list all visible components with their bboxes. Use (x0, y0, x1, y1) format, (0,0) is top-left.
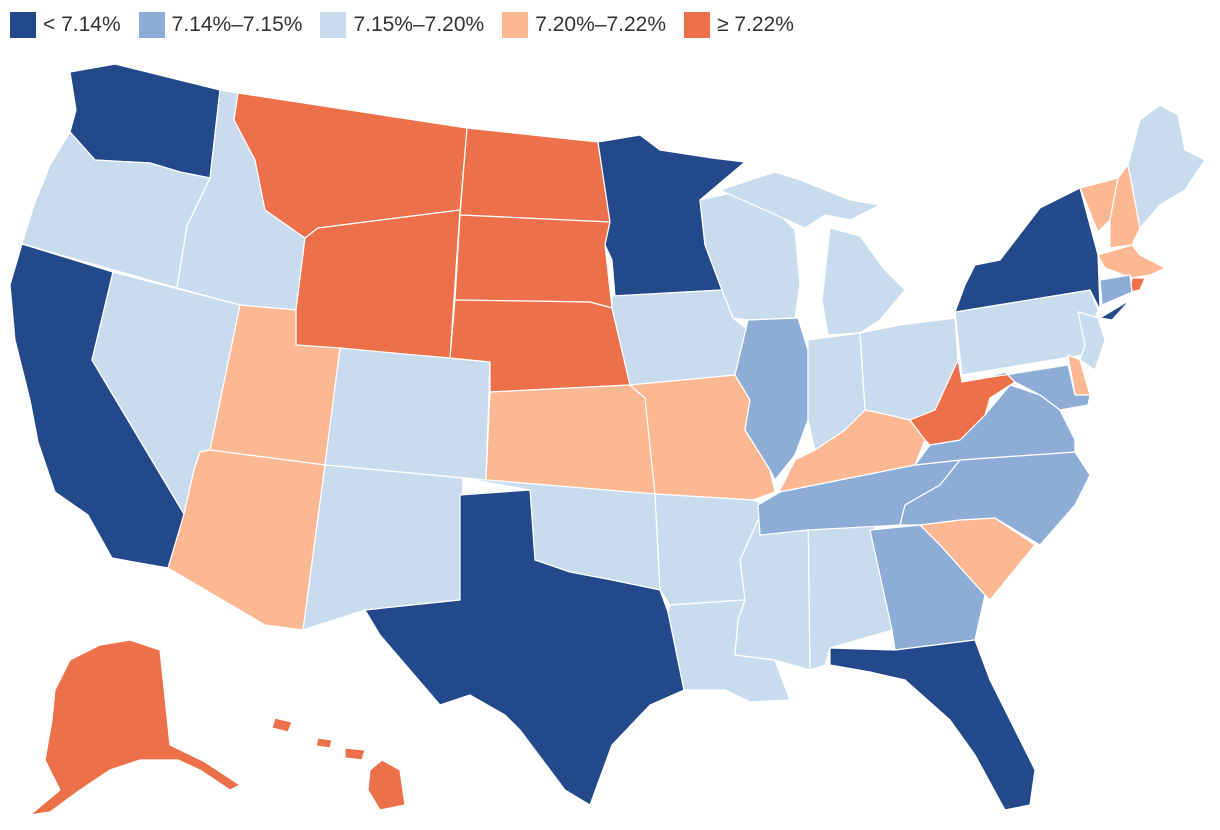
state-ma[interactable] (1097, 244, 1166, 279)
legend-item-2: 7.14%–7.15% (138, 12, 303, 38)
legend-swatch (10, 12, 36, 38)
legend-item-4: 7.20%–7.22% (502, 12, 666, 38)
legend-label: 7.14%–7.15% (171, 13, 303, 36)
state-ct[interactable] (1099, 274, 1133, 306)
state-mi[interactable] (719, 171, 906, 336)
state-il[interactable] (734, 317, 809, 481)
state-ny[interactable] (954, 187, 1131, 321)
legend-swatch (320, 12, 347, 38)
state-nd[interactable] (459, 127, 611, 223)
legend-label: 7.15%–7.20% (353, 13, 485, 36)
state-sd[interactable] (454, 214, 613, 309)
state-nj[interactable] (1077, 311, 1106, 371)
state-wy[interactable] (295, 209, 461, 359)
legend-item-1: < 7.14% (10, 12, 121, 38)
state-ak[interactable] (29, 639, 241, 816)
legend: < 7.14% 7.14%–7.15% 7.15%–7.20% 7.20%–7.… (10, 12, 812, 38)
legend-item-5: ≥ 7.22% (684, 12, 794, 38)
state-co[interactable] (324, 347, 491, 481)
legend-label: < 7.14% (43, 13, 121, 36)
legend-item-3: 7.15%–7.20% (320, 12, 484, 38)
state-me[interactable] (1127, 104, 1206, 229)
state-md[interactable] (984, 364, 1091, 411)
legend-swatch (502, 12, 529, 38)
legend-swatch (138, 12, 165, 38)
state-ks[interactable] (485, 384, 656, 495)
legend-label: 7.20%–7.22% (535, 13, 666, 36)
legend-swatch (684, 12, 710, 38)
state-nc[interactable] (899, 451, 1091, 546)
state-hi[interactable] (271, 717, 406, 811)
state-fl[interactable] (829, 639, 1036, 811)
legend-label: ≥ 7.22% (717, 13, 794, 36)
state-tx[interactable] (364, 489, 685, 806)
